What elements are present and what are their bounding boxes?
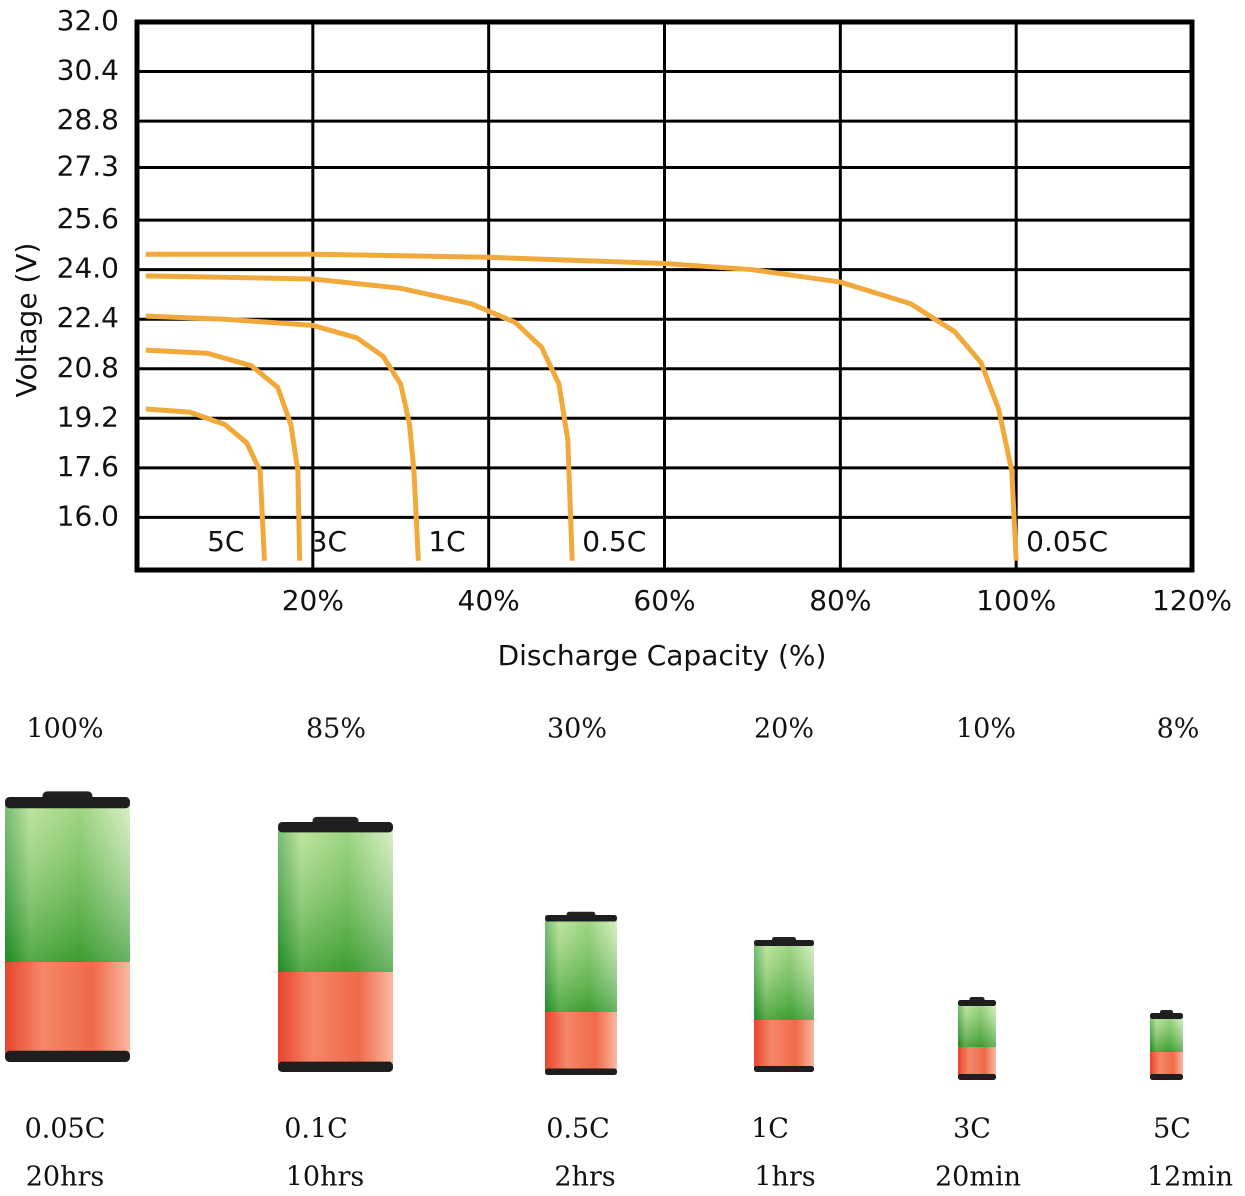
rate-label: 0.05C — [25, 1114, 106, 1145]
curve-label: 0.05C — [1026, 525, 1108, 558]
curve — [146, 254, 1016, 561]
battery-shade — [754, 942, 814, 1020]
plot: 16.0 17.6 19.2 20.8 22.4 24.0 25.6 27.3 28.8 30.4… — [57, 4, 1232, 617]
time-label: 10hrs — [286, 1162, 365, 1193]
x-tick-label: 20% — [282, 584, 344, 617]
time-label: 2hrs — [554, 1162, 615, 1193]
battery-bottom-rim — [5, 1051, 130, 1062]
battery-bottom-rim — [545, 1069, 617, 1075]
rate-label: 0.1C — [284, 1114, 348, 1145]
rate-label: 5C — [1153, 1114, 1191, 1145]
y-tick-label: 24.0 — [57, 252, 119, 285]
battery-top-rim — [545, 915, 617, 921]
battery-bottom-rim — [278, 1062, 393, 1072]
battery-red — [958, 1047, 996, 1078]
x-axis-title: Discharge Capacity (%) — [498, 639, 827, 672]
y-tick-label: 30.4 — [57, 54, 119, 87]
battery-top-rim — [754, 940, 814, 946]
x-tick-label: 60% — [633, 584, 695, 617]
battery-panel: 100% 0.05C 20hrs 85% 0.1C 10hrs 30% 0.5C 2hrs 20%… — [5, 714, 1233, 1193]
curve-label: 1C — [428, 525, 465, 558]
y-tick-label: 17.6 — [57, 450, 119, 483]
time-label: 20hrs — [26, 1162, 105, 1193]
time-label: 20min — [935, 1162, 1021, 1193]
y-tick-label: 27.3 — [57, 150, 119, 183]
rate-label: 3C — [953, 1114, 991, 1145]
battery-red — [545, 1012, 617, 1072]
battery-red — [754, 1020, 814, 1070]
battery-shade — [545, 918, 617, 1012]
curve-label: 5C — [207, 525, 244, 558]
y-axis-title: Voltage (V) — [10, 243, 43, 398]
x-tick-label: 80% — [809, 584, 871, 617]
battery-bottom-rim — [754, 1066, 814, 1072]
capacity-label: 10% — [956, 714, 1016, 745]
battery-top-rim — [278, 822, 393, 832]
page: {"chart_data": {"type": "line", "y_label… — [0, 0, 1245, 1196]
rate-label: 1C — [751, 1114, 789, 1145]
y-tick-label: 16.0 — [57, 499, 119, 532]
capacity-label: 30% — [547, 714, 607, 745]
curve-label: 0.5C — [582, 525, 646, 558]
x-tick-label: 100% — [976, 584, 1056, 617]
battery-top-rim — [1150, 1013, 1183, 1019]
curve-label: 3C — [310, 525, 347, 558]
battery-shade — [278, 826, 393, 972]
capacity-label: 85% — [306, 714, 366, 745]
rate-label: 0.5C — [546, 1114, 610, 1145]
capacity-label: 8% — [1157, 714, 1200, 745]
battery-top-rim — [958, 1000, 996, 1006]
y-tick-label: 28.8 — [57, 103, 119, 136]
battery-bottom-rim — [958, 1074, 996, 1080]
battery-shade — [958, 1002, 996, 1047]
capacity-label: 100% — [26, 714, 103, 745]
battery-red — [278, 972, 393, 1068]
battery-red — [1150, 1052, 1183, 1078]
battery-shade — [5, 802, 130, 963]
battery-top-rim — [5, 797, 130, 808]
battery-shade — [1150, 1015, 1183, 1052]
x-tick-label: 40% — [458, 584, 520, 617]
y-tick-label: 20.8 — [57, 351, 119, 384]
x-tick-label: 120% — [1152, 584, 1232, 617]
y-tick-label: 32.0 — [57, 4, 119, 37]
capacity-label: 20% — [754, 714, 814, 745]
battery-red — [5, 962, 130, 1058]
curve — [146, 409, 265, 561]
chart: Voltage (V) Discharge Capacity (%) 16.01… — [0, 0, 1245, 1196]
y-tick-label: 19.2 — [57, 400, 119, 433]
y-tick-label: 25.6 — [57, 202, 119, 235]
time-label: 1hrs — [754, 1162, 815, 1193]
y-tick-label: 22.4 — [57, 301, 119, 334]
time-label: 12min — [1147, 1162, 1233, 1193]
battery-bottom-rim — [1150, 1074, 1183, 1080]
